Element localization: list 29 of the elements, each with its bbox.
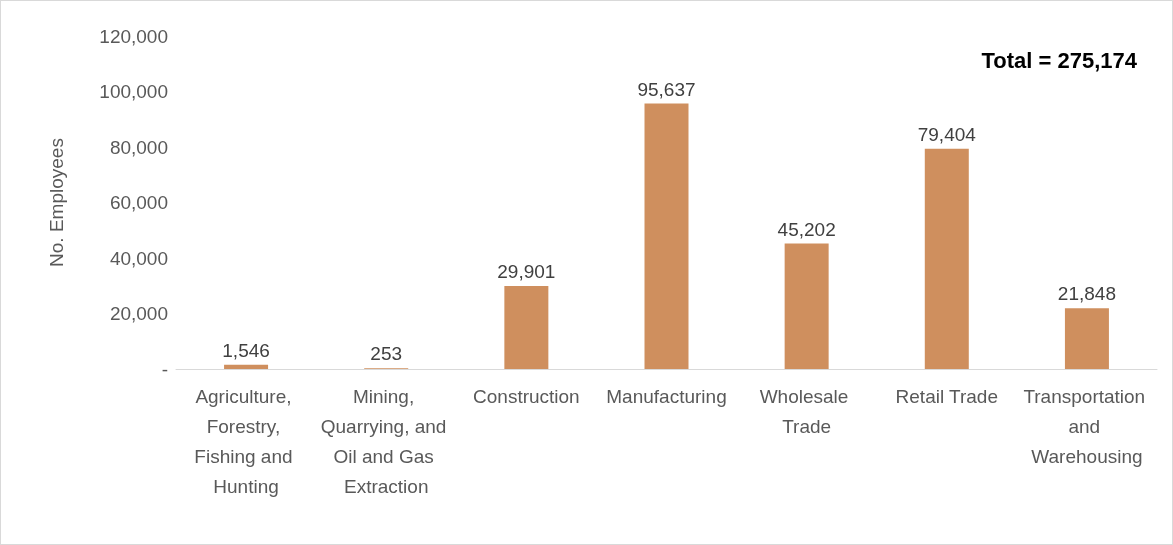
bar (924, 148, 969, 369)
y-tick-label: 60,000 (109, 192, 168, 213)
data-label: 95,637 (637, 78, 696, 100)
bar (784, 243, 829, 369)
y-axis-title: No. Employees (46, 138, 67, 267)
bar (504, 286, 549, 369)
bar (644, 103, 689, 369)
y-tick-label: 80,000 (109, 136, 168, 158)
y-tick-label: 20,000 (109, 303, 168, 324)
y-tick-label: - (161, 358, 168, 380)
data-label: 79,404 (917, 123, 977, 145)
x-tick-label: Retail Trade (895, 385, 999, 407)
data-label: 1,546 (222, 339, 270, 361)
bar (224, 364, 269, 369)
annotation: Total = 275,174 (981, 47, 1138, 73)
data-label: 29,901 (497, 261, 556, 283)
x-tick-label: Transportation and Warehousing (1023, 385, 1151, 467)
bar (1064, 308, 1109, 369)
y-tick-label: 40,000 (109, 247, 168, 269)
y-tick-label: 120,000 (99, 25, 168, 47)
x-tick-label: Agriculture, Forestry, Fishing and Hunting (194, 385, 298, 497)
data-label: 45,202 (777, 218, 836, 240)
x-tick-label: Mining, Quarrying, and Oil and Gas Extraction (320, 385, 452, 497)
data-label: 253 (370, 343, 403, 365)
data-label: 21,848 (1057, 283, 1116, 305)
x-tick-label: Wholesale Trade (759, 385, 854, 437)
x-tick-label: Construction (473, 385, 580, 407)
y-tick-label: 100,000 (99, 81, 168, 102)
x-tick-label: Manufacturing (606, 385, 727, 407)
